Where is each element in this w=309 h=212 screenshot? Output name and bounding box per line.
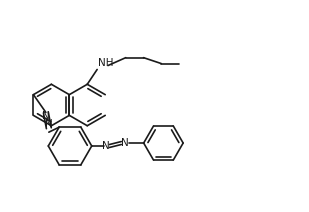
Text: NH: NH	[98, 57, 114, 67]
Text: N: N	[45, 119, 53, 129]
Text: N: N	[102, 141, 109, 151]
Text: N: N	[121, 138, 129, 148]
Text: N: N	[42, 112, 50, 121]
